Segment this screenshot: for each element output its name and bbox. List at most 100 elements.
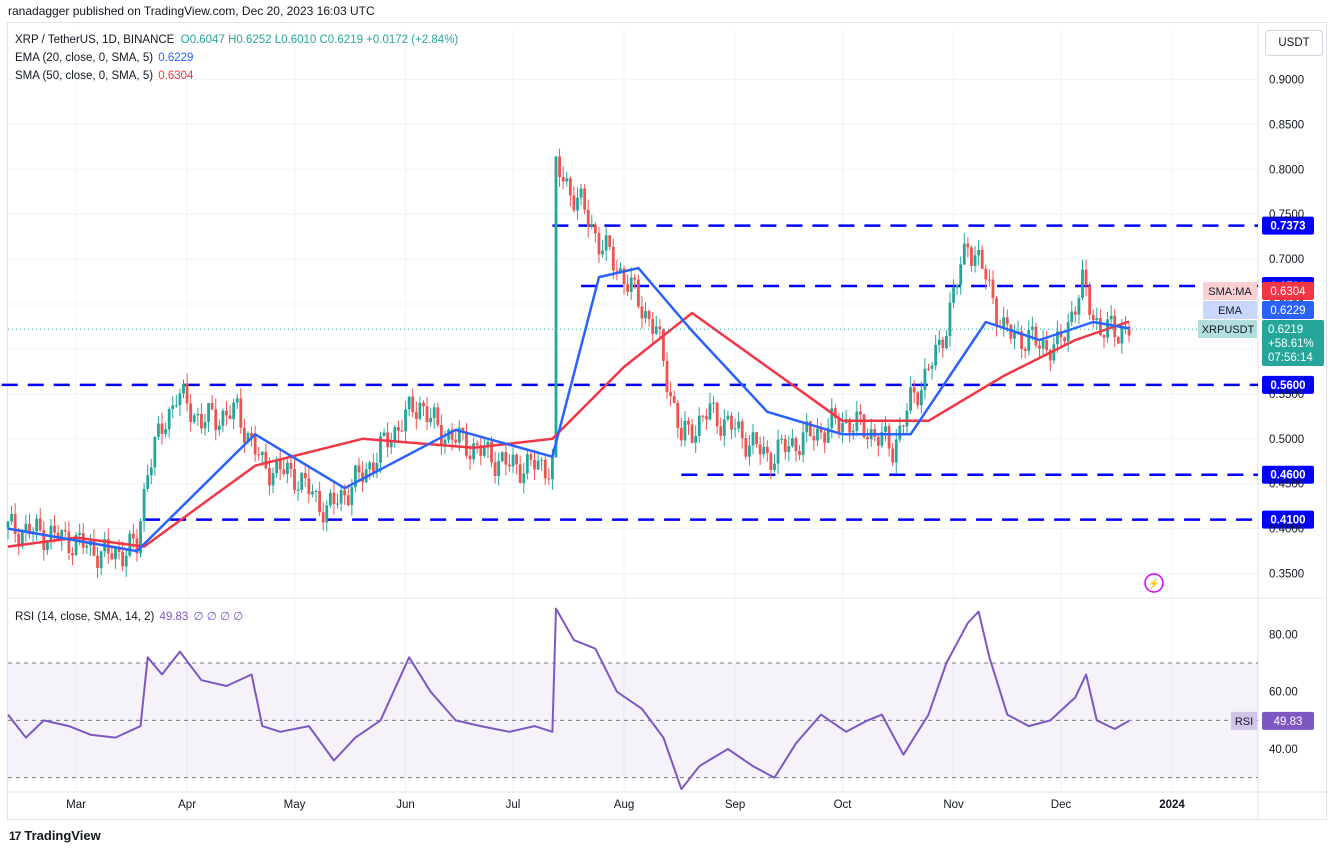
candle-body xyxy=(339,490,343,504)
legend-sma-line[interactable]: SMA (50, close, 0, SMA, 5) 0.6304 xyxy=(15,70,193,82)
rsi-value-tag-label: 49.83 xyxy=(1274,716,1303,728)
candle-body xyxy=(311,491,314,495)
x-tick-label: Aug xyxy=(614,799,634,811)
legend-rsi-value: 49.83 xyxy=(159,611,189,623)
y-tick-label: 0.3500 xyxy=(1269,569,1304,581)
x-tick-label: Mar xyxy=(66,799,86,811)
candle-body xyxy=(482,447,486,456)
candle-body xyxy=(654,326,658,334)
candle-body xyxy=(733,428,737,430)
candle-body xyxy=(930,365,934,369)
candle-body xyxy=(1005,317,1009,325)
legend-symbol: XRP / TetherUS, 1D, BINANCE xyxy=(15,34,175,46)
candle-body xyxy=(801,432,805,455)
candle-body xyxy=(601,250,604,255)
candle-body xyxy=(773,463,776,470)
candle-body xyxy=(167,408,171,430)
candle-body xyxy=(934,344,938,366)
candle-body xyxy=(217,425,221,430)
candle-body xyxy=(1020,331,1024,349)
legend-rsi-line[interactable]: RSI (14, close, SMA, 14, 2) 49.83 ∅ ∅ ∅ … xyxy=(15,609,243,623)
candle-body xyxy=(794,438,798,452)
candle-body xyxy=(508,464,511,467)
candle-body xyxy=(131,533,135,539)
candle-body xyxy=(228,415,232,420)
candle-body xyxy=(1013,332,1016,339)
candle-body xyxy=(837,417,841,433)
candle-body xyxy=(210,403,214,410)
lightning-icon-glyph: ⚡ xyxy=(1148,577,1160,590)
x-tick-label: Jul xyxy=(506,799,521,811)
candle-body xyxy=(343,490,347,496)
candle-body xyxy=(293,468,296,491)
candle-body xyxy=(669,392,673,397)
candle-body xyxy=(987,279,991,281)
y-tick-label: 0.8500 xyxy=(1269,119,1304,131)
candle-body xyxy=(973,255,977,266)
candle-body xyxy=(142,488,146,522)
candle-body xyxy=(1099,318,1102,336)
candle-body xyxy=(812,436,816,441)
candle-body xyxy=(346,495,350,506)
candle-body xyxy=(182,383,185,394)
candle-body xyxy=(980,250,984,269)
footer-brand[interactable]: 17 TradingView xyxy=(9,828,101,843)
candle-body xyxy=(1027,329,1031,351)
candle-body xyxy=(966,243,970,248)
candle-body xyxy=(705,416,708,420)
symbol-tag-bg xyxy=(1198,320,1257,338)
candle-body xyxy=(192,415,196,422)
candle-body xyxy=(207,403,210,423)
rsi-tick-label: 40.00 xyxy=(1269,744,1298,756)
level-tag-label: 0.5600 xyxy=(1270,380,1305,392)
candle-body xyxy=(404,409,407,432)
candle-body xyxy=(1052,344,1056,361)
candle-body xyxy=(289,462,293,469)
candle-body xyxy=(859,411,862,415)
moving-averages xyxy=(7,266,1258,553)
candle-body xyxy=(554,156,558,458)
candle-body xyxy=(561,177,565,182)
candle-body xyxy=(461,427,465,432)
candle-body xyxy=(303,472,307,479)
candle-body xyxy=(225,410,228,416)
candle-body xyxy=(748,445,751,457)
candle-body xyxy=(529,454,533,460)
candle-body xyxy=(465,431,468,456)
published-line: ranadagger published on TradingView.com,… xyxy=(8,4,375,18)
last-price-value: 0.6219 xyxy=(1268,324,1303,336)
candle-body xyxy=(816,428,819,441)
candle-body xyxy=(887,426,891,449)
candle-body xyxy=(257,454,261,456)
candle-body xyxy=(944,336,948,349)
y-tick-label: 0.7500 xyxy=(1269,209,1304,221)
candle-body xyxy=(418,402,422,419)
grid-lines xyxy=(8,22,1327,820)
currency-button[interactable]: USDT xyxy=(1265,30,1323,56)
candle-body xyxy=(697,415,701,436)
candle-body xyxy=(1045,340,1049,351)
candle-body xyxy=(851,430,855,433)
tradingview-logo-icon: 17 xyxy=(9,828,21,843)
x-tick-label: Oct xyxy=(834,799,853,811)
candle-body xyxy=(894,439,898,463)
candle-body xyxy=(114,548,117,560)
ema20-line xyxy=(7,266,1130,553)
candle-body xyxy=(318,490,322,513)
candle-body xyxy=(701,415,705,417)
candle-body xyxy=(74,535,78,556)
candle-body xyxy=(959,264,963,285)
legend-ema-line[interactable]: EMA (20, close, 0, SMA, 5) 0.6229 xyxy=(15,52,193,64)
candle-body xyxy=(28,523,31,535)
candle-body xyxy=(264,451,268,469)
candle-body xyxy=(432,407,436,418)
candle-body xyxy=(1120,328,1124,344)
candle-body xyxy=(157,423,160,437)
candle-body xyxy=(525,454,529,474)
candle-body xyxy=(590,224,594,227)
candle-body xyxy=(884,426,887,433)
candle-body xyxy=(826,427,830,443)
candle-body xyxy=(991,279,995,299)
candle-body xyxy=(730,415,733,430)
